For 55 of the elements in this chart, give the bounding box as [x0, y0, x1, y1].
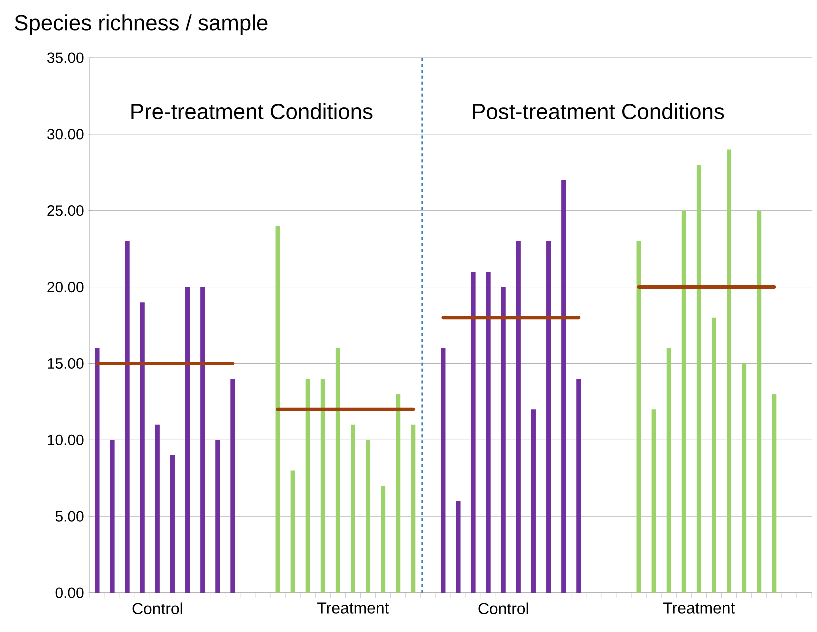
bar [170, 455, 175, 593]
bar [290, 470, 296, 593]
bar [320, 378, 326, 593]
bar [757, 210, 762, 593]
bar [696, 164, 702, 593]
bar [666, 348, 672, 593]
bar [576, 378, 582, 593]
y-tick-label: 15.00 [48, 358, 84, 369]
bar [200, 287, 206, 593]
bar [381, 486, 386, 593]
bar [562, 180, 566, 593]
bar [652, 410, 656, 593]
bar [366, 440, 371, 593]
x-tick-label: Treatment [318, 602, 390, 614]
y-tick-label: 30.00 [48, 129, 84, 140]
bar [456, 501, 461, 593]
bar [110, 440, 115, 593]
bar [682, 210, 686, 593]
bar [727, 150, 732, 593]
bar [516, 241, 521, 593]
bar [471, 272, 476, 593]
y-tick-label: 25.00 [48, 206, 84, 216]
y-tick-label: 5.00 [56, 511, 84, 522]
y-tick-label: 10.00 [48, 434, 84, 446]
bar [396, 394, 401, 593]
bar [546, 241, 552, 593]
bar [186, 287, 190, 593]
y-tick-label: 0.00 [56, 588, 84, 598]
bar [411, 424, 416, 593]
bar [742, 364, 747, 593]
bar [306, 378, 310, 593]
bar [140, 302, 145, 593]
bar [155, 424, 160, 593]
bar [230, 378, 236, 593]
bar [441, 348, 446, 593]
x-tick-label: Treatment [664, 602, 736, 614]
bar [772, 394, 777, 593]
y-tick-label: 20.00 [48, 282, 84, 293]
y-tick-label: 35.00 [48, 52, 84, 64]
bar [501, 287, 506, 593]
x-tick-label: Control [132, 602, 182, 614]
bar [486, 272, 491, 593]
bar [216, 440, 220, 593]
bar [712, 318, 716, 593]
annotation: Pre-treatment Conditions [132, 103, 373, 120]
chart-title: Species richness / sample [15, 14, 268, 36]
annotation: Post-treatment Conditions [473, 103, 724, 120]
bar [336, 348, 340, 593]
bar [125, 241, 130, 593]
x-tick-label: Control [478, 602, 528, 614]
bar [95, 348, 100, 593]
bar [276, 226, 280, 593]
bar [350, 424, 356, 593]
bar [636, 241, 642, 593]
bar [531, 410, 536, 593]
